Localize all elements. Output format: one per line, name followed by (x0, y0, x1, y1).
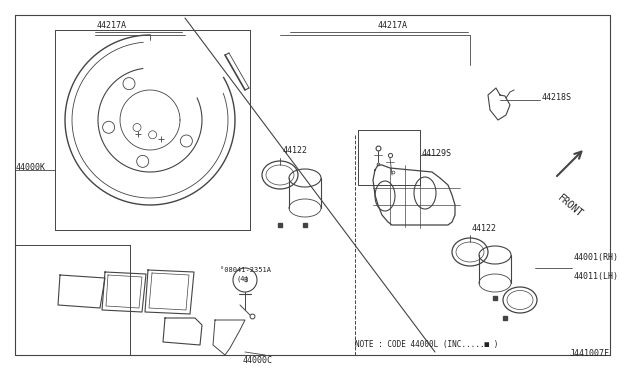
Text: 44000K: 44000K (16, 164, 46, 173)
Text: 44011(LH): 44011(LH) (574, 272, 619, 281)
Text: 44217A: 44217A (378, 21, 408, 30)
Text: B: B (243, 277, 247, 283)
Text: J441007F: J441007F (570, 349, 610, 358)
Text: °08041-2351A: °08041-2351A (220, 267, 271, 273)
Text: (4): (4) (237, 276, 250, 282)
Text: 44122: 44122 (283, 146, 308, 155)
Text: FRONT: FRONT (556, 193, 585, 219)
Text: 44122: 44122 (472, 224, 497, 233)
Text: NOTE : CODE 44000L (INC.....■ ): NOTE : CODE 44000L (INC.....■ ) (355, 340, 499, 349)
Text: 44000C: 44000C (243, 356, 273, 365)
Text: 44001(RH): 44001(RH) (574, 253, 619, 262)
Text: 44217A: 44217A (97, 21, 127, 30)
Text: 44218S: 44218S (542, 93, 572, 103)
Text: 44129S: 44129S (422, 148, 452, 157)
